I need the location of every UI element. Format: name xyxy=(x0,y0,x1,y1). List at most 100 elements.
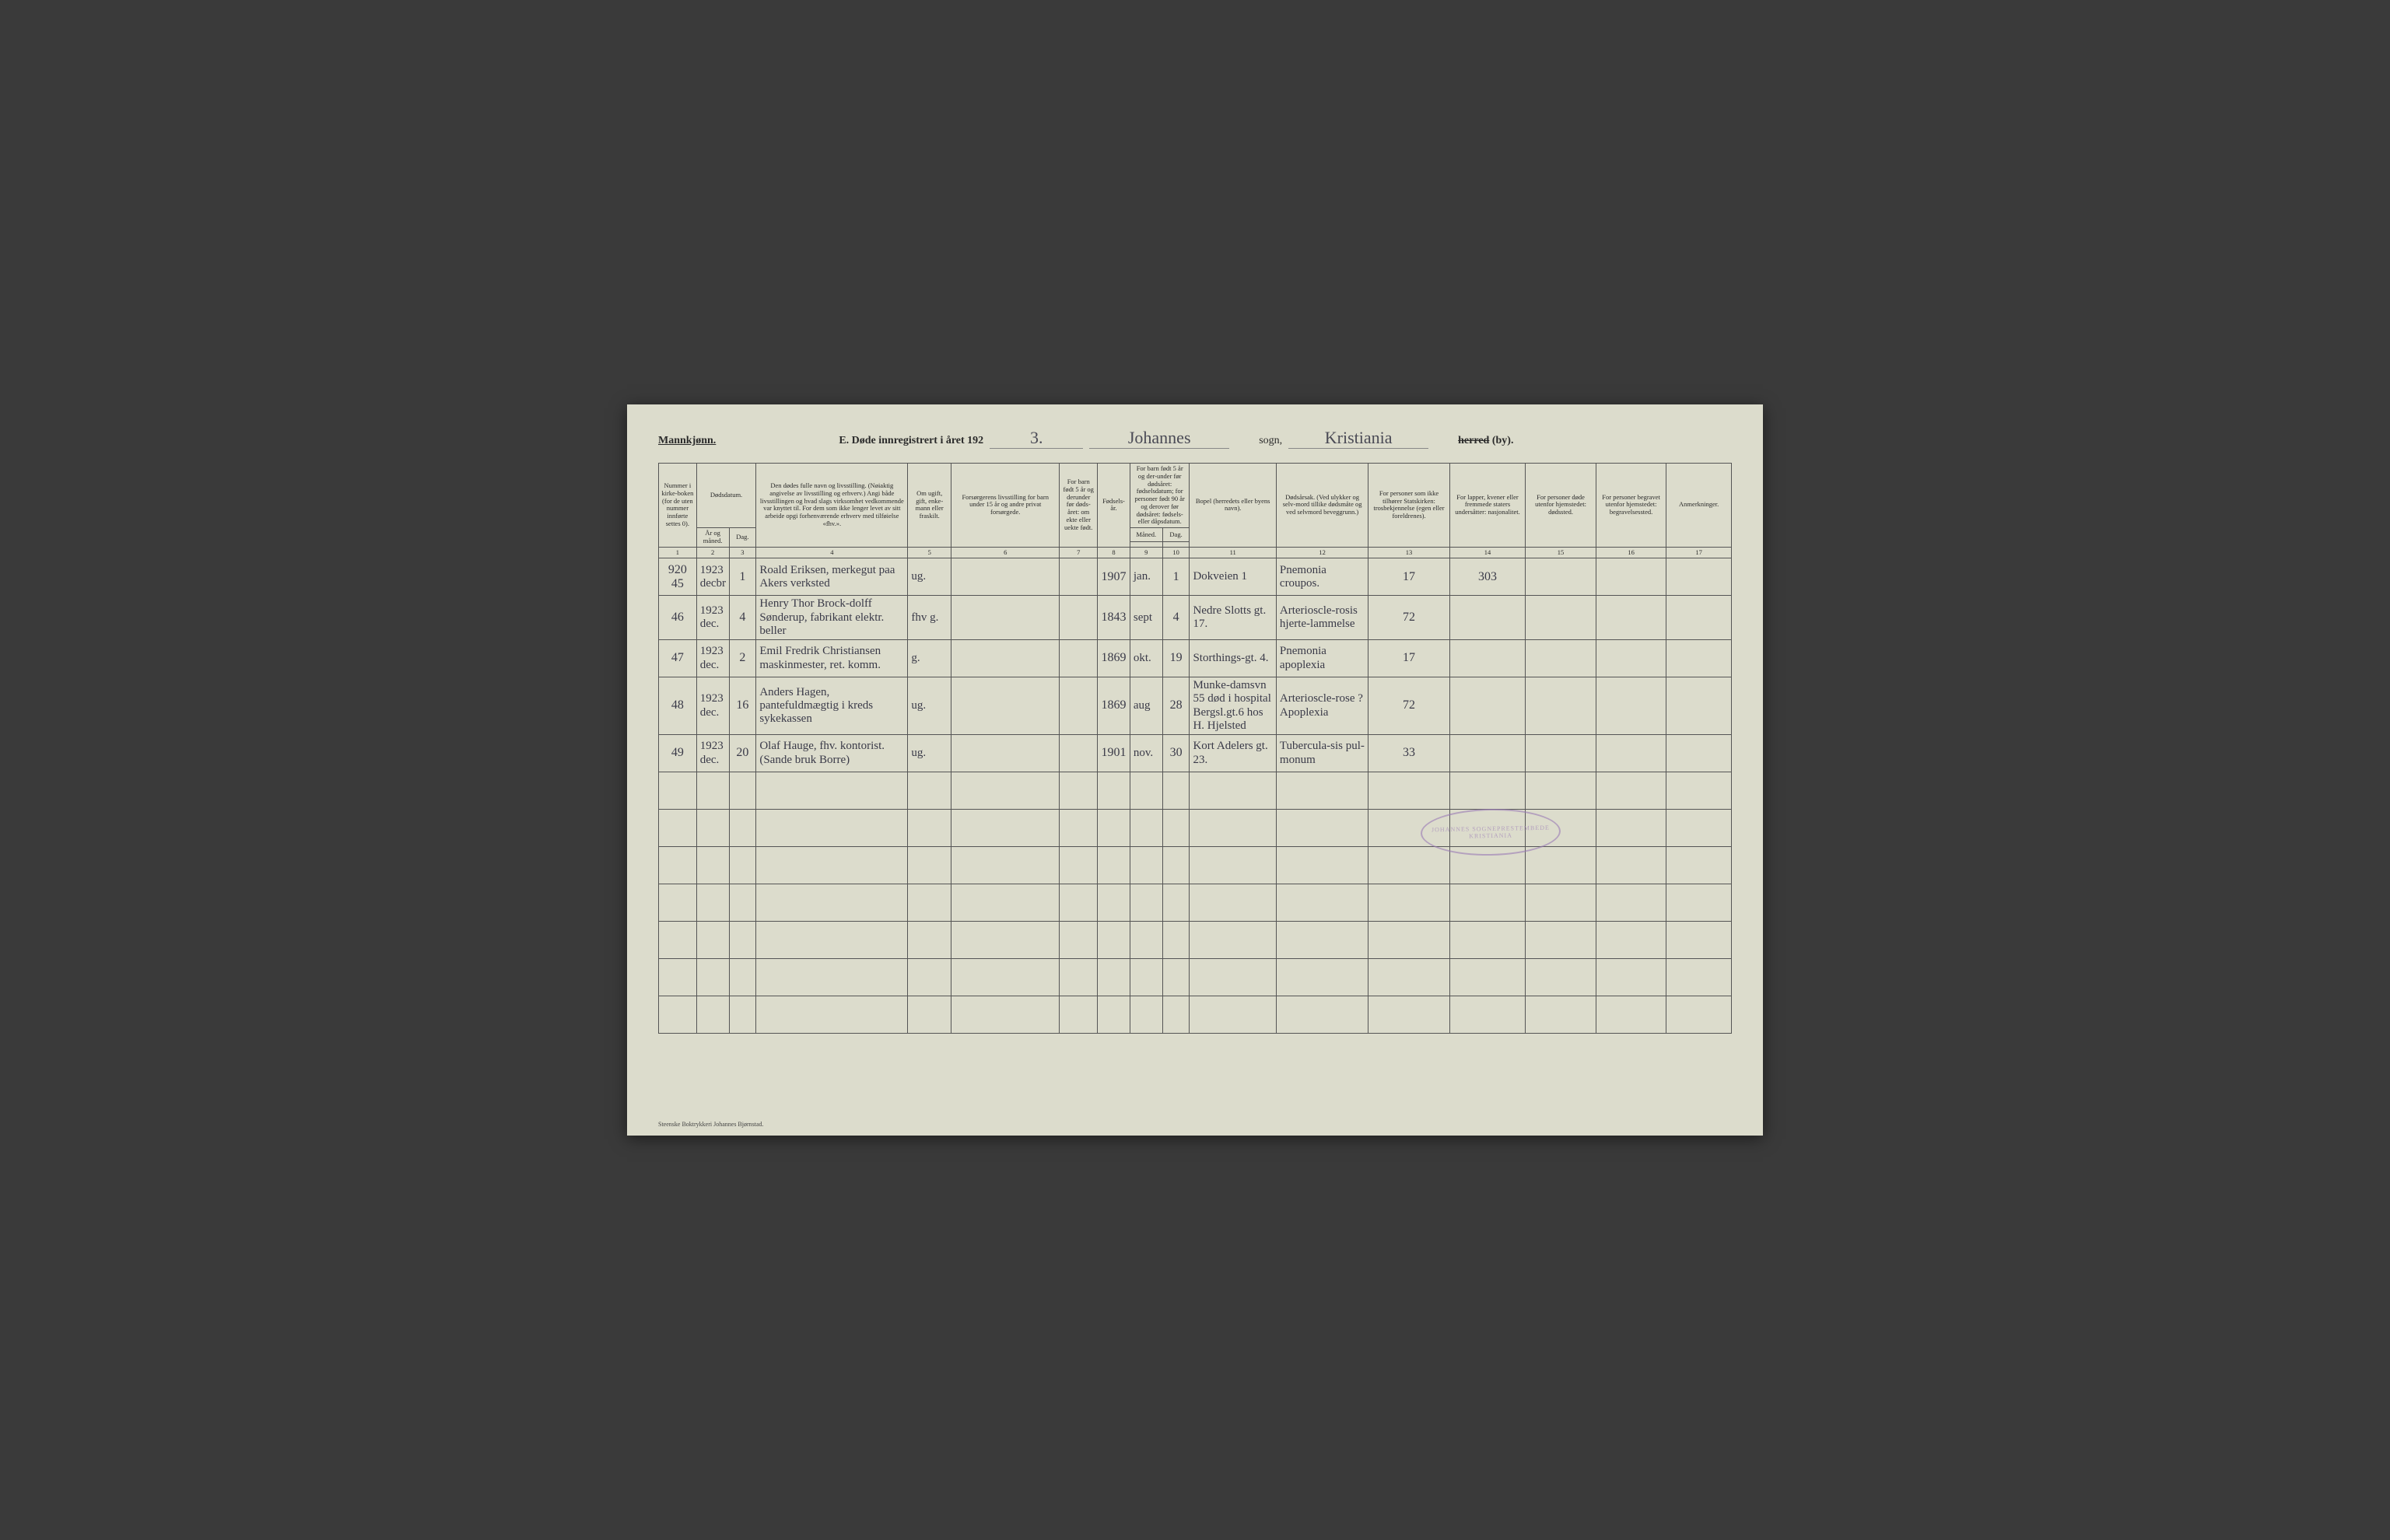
entry-cell: Roald Eriksen, merkegut paa Akers verkst… xyxy=(756,558,908,596)
column-number: 11 xyxy=(1190,547,1276,558)
empty-cell xyxy=(1162,959,1190,996)
entry-cell: 1843 xyxy=(1098,596,1130,640)
empty-cell xyxy=(1596,996,1666,1034)
empty-row xyxy=(659,996,1732,1034)
empty-cell xyxy=(729,772,756,810)
ledger-page: Mannkjønn. E. Døde innregistrert i året … xyxy=(627,404,1763,1136)
col-header-15: For personer døde utenfor hjemstedet: dø… xyxy=(1526,464,1596,548)
entry-cell: ug. xyxy=(908,677,951,735)
empty-cell xyxy=(1060,922,1098,959)
empty-cell xyxy=(951,884,1060,922)
empty-cell xyxy=(1368,959,1449,996)
entry-row: 481923 dec.16Anders Hagen, pantefuldmægt… xyxy=(659,677,1732,735)
entry-cell: 1923 dec. xyxy=(696,677,729,735)
empty-row xyxy=(659,884,1732,922)
empty-row xyxy=(659,959,1732,996)
title-prefix: E. Døde innregistrert i året 192 xyxy=(839,435,983,447)
empty-cell xyxy=(908,996,951,1034)
empty-cell xyxy=(756,772,908,810)
empty-cell xyxy=(659,959,697,996)
empty-cell xyxy=(1276,772,1368,810)
entry-cell xyxy=(1526,558,1596,596)
empty-rows xyxy=(659,772,1732,1034)
empty-cell xyxy=(1162,884,1190,922)
column-number: 2 xyxy=(696,547,729,558)
col-header-14: For lapper, kvener eller fremmede stater… xyxy=(1449,464,1526,548)
empty-cell xyxy=(1276,922,1368,959)
empty-cell xyxy=(1666,772,1732,810)
empty-cell xyxy=(1368,884,1449,922)
entry-cell xyxy=(1666,640,1732,677)
empty-cell xyxy=(696,884,729,922)
empty-cell xyxy=(1596,772,1666,810)
empty-cell xyxy=(951,847,1060,884)
empty-cell xyxy=(1276,884,1368,922)
entry-cell xyxy=(951,640,1060,677)
entry-cell: Dokveien 1 xyxy=(1190,558,1276,596)
empty-cell xyxy=(1276,996,1368,1034)
page-header: Mannkjønn. E. Døde innregistrert i året … xyxy=(658,428,1732,449)
empty-cell xyxy=(659,922,697,959)
column-number: 10 xyxy=(1162,547,1190,558)
empty-cell xyxy=(696,959,729,996)
column-number: 16 xyxy=(1596,547,1666,558)
empty-cell xyxy=(1190,772,1276,810)
district-name: Kristiania xyxy=(1288,428,1428,449)
empty-cell xyxy=(1276,847,1368,884)
entries-body: 920 451923 decbr1Roald Eriksen, merkegut… xyxy=(659,558,1732,772)
entry-row: 920 451923 decbr1Roald Eriksen, merkegut… xyxy=(659,558,1732,596)
column-number: 12 xyxy=(1276,547,1368,558)
empty-row xyxy=(659,772,1732,810)
column-number: 7 xyxy=(1060,547,1098,558)
empty-cell xyxy=(756,810,908,847)
entry-cell: Arterioscle-rosis hjerte-lammelse xyxy=(1276,596,1368,640)
empty-cell xyxy=(1098,922,1130,959)
entry-cell: 49 xyxy=(659,735,697,772)
entry-cell: nov. xyxy=(1130,735,1162,772)
empty-cell xyxy=(756,996,908,1034)
entry-cell: Pnemonia croupos. xyxy=(1276,558,1368,596)
empty-cell xyxy=(1449,959,1526,996)
entry-cell xyxy=(1449,640,1526,677)
entry-cell: Nedre Slotts gt. 17. xyxy=(1190,596,1276,640)
empty-cell xyxy=(1130,922,1162,959)
empty-cell xyxy=(1666,959,1732,996)
empty-cell xyxy=(1596,884,1666,922)
entry-cell: fhv g. xyxy=(908,596,951,640)
entry-cell: Olaf Hauge, fhv. kontorist. (Sande bruk … xyxy=(756,735,908,772)
entry-cell: 20 xyxy=(729,735,756,772)
empty-cell xyxy=(696,810,729,847)
empty-cell xyxy=(1098,959,1130,996)
entry-cell: 46 xyxy=(659,596,697,640)
empty-cell xyxy=(1130,810,1162,847)
empty-cell xyxy=(1526,996,1596,1034)
empty-cell xyxy=(659,884,697,922)
entry-cell: 48 xyxy=(659,677,697,735)
empty-cell xyxy=(1368,996,1449,1034)
entry-cell: 1 xyxy=(729,558,756,596)
empty-cell xyxy=(1130,996,1162,1034)
column-number: 9 xyxy=(1130,547,1162,558)
entry-cell: 17 xyxy=(1368,558,1449,596)
sogn-label: sogn, xyxy=(1259,435,1282,447)
col-header-4: Den dødes fulle navn og livsstilling. (N… xyxy=(756,464,908,548)
col-header-8: Fødsels-år. xyxy=(1098,464,1130,548)
entry-cell: 1923 dec. xyxy=(696,596,729,640)
entry-cell xyxy=(1666,558,1732,596)
empty-cell xyxy=(908,922,951,959)
empty-cell xyxy=(659,847,697,884)
empty-cell xyxy=(1098,772,1130,810)
entry-cell: 1923 decbr xyxy=(696,558,729,596)
entry-row: 461923 dec.4Henry Thor Brock-dolff Sønde… xyxy=(659,596,1732,640)
empty-cell xyxy=(756,847,908,884)
entry-cell xyxy=(1526,640,1596,677)
entry-cell xyxy=(1526,677,1596,735)
entry-cell: 72 xyxy=(1368,677,1449,735)
empty-cell xyxy=(1596,922,1666,959)
column-number: 3 xyxy=(729,547,756,558)
printer-footer: Steenske Boktrykkeri Johannes Bjørnstad. xyxy=(658,1121,764,1128)
entry-cell: Emil Fredrik Christiansen maskinmester, … xyxy=(756,640,908,677)
empty-cell xyxy=(908,772,951,810)
empty-cell xyxy=(1596,810,1666,847)
col-header-2d: Dag. xyxy=(729,528,756,548)
